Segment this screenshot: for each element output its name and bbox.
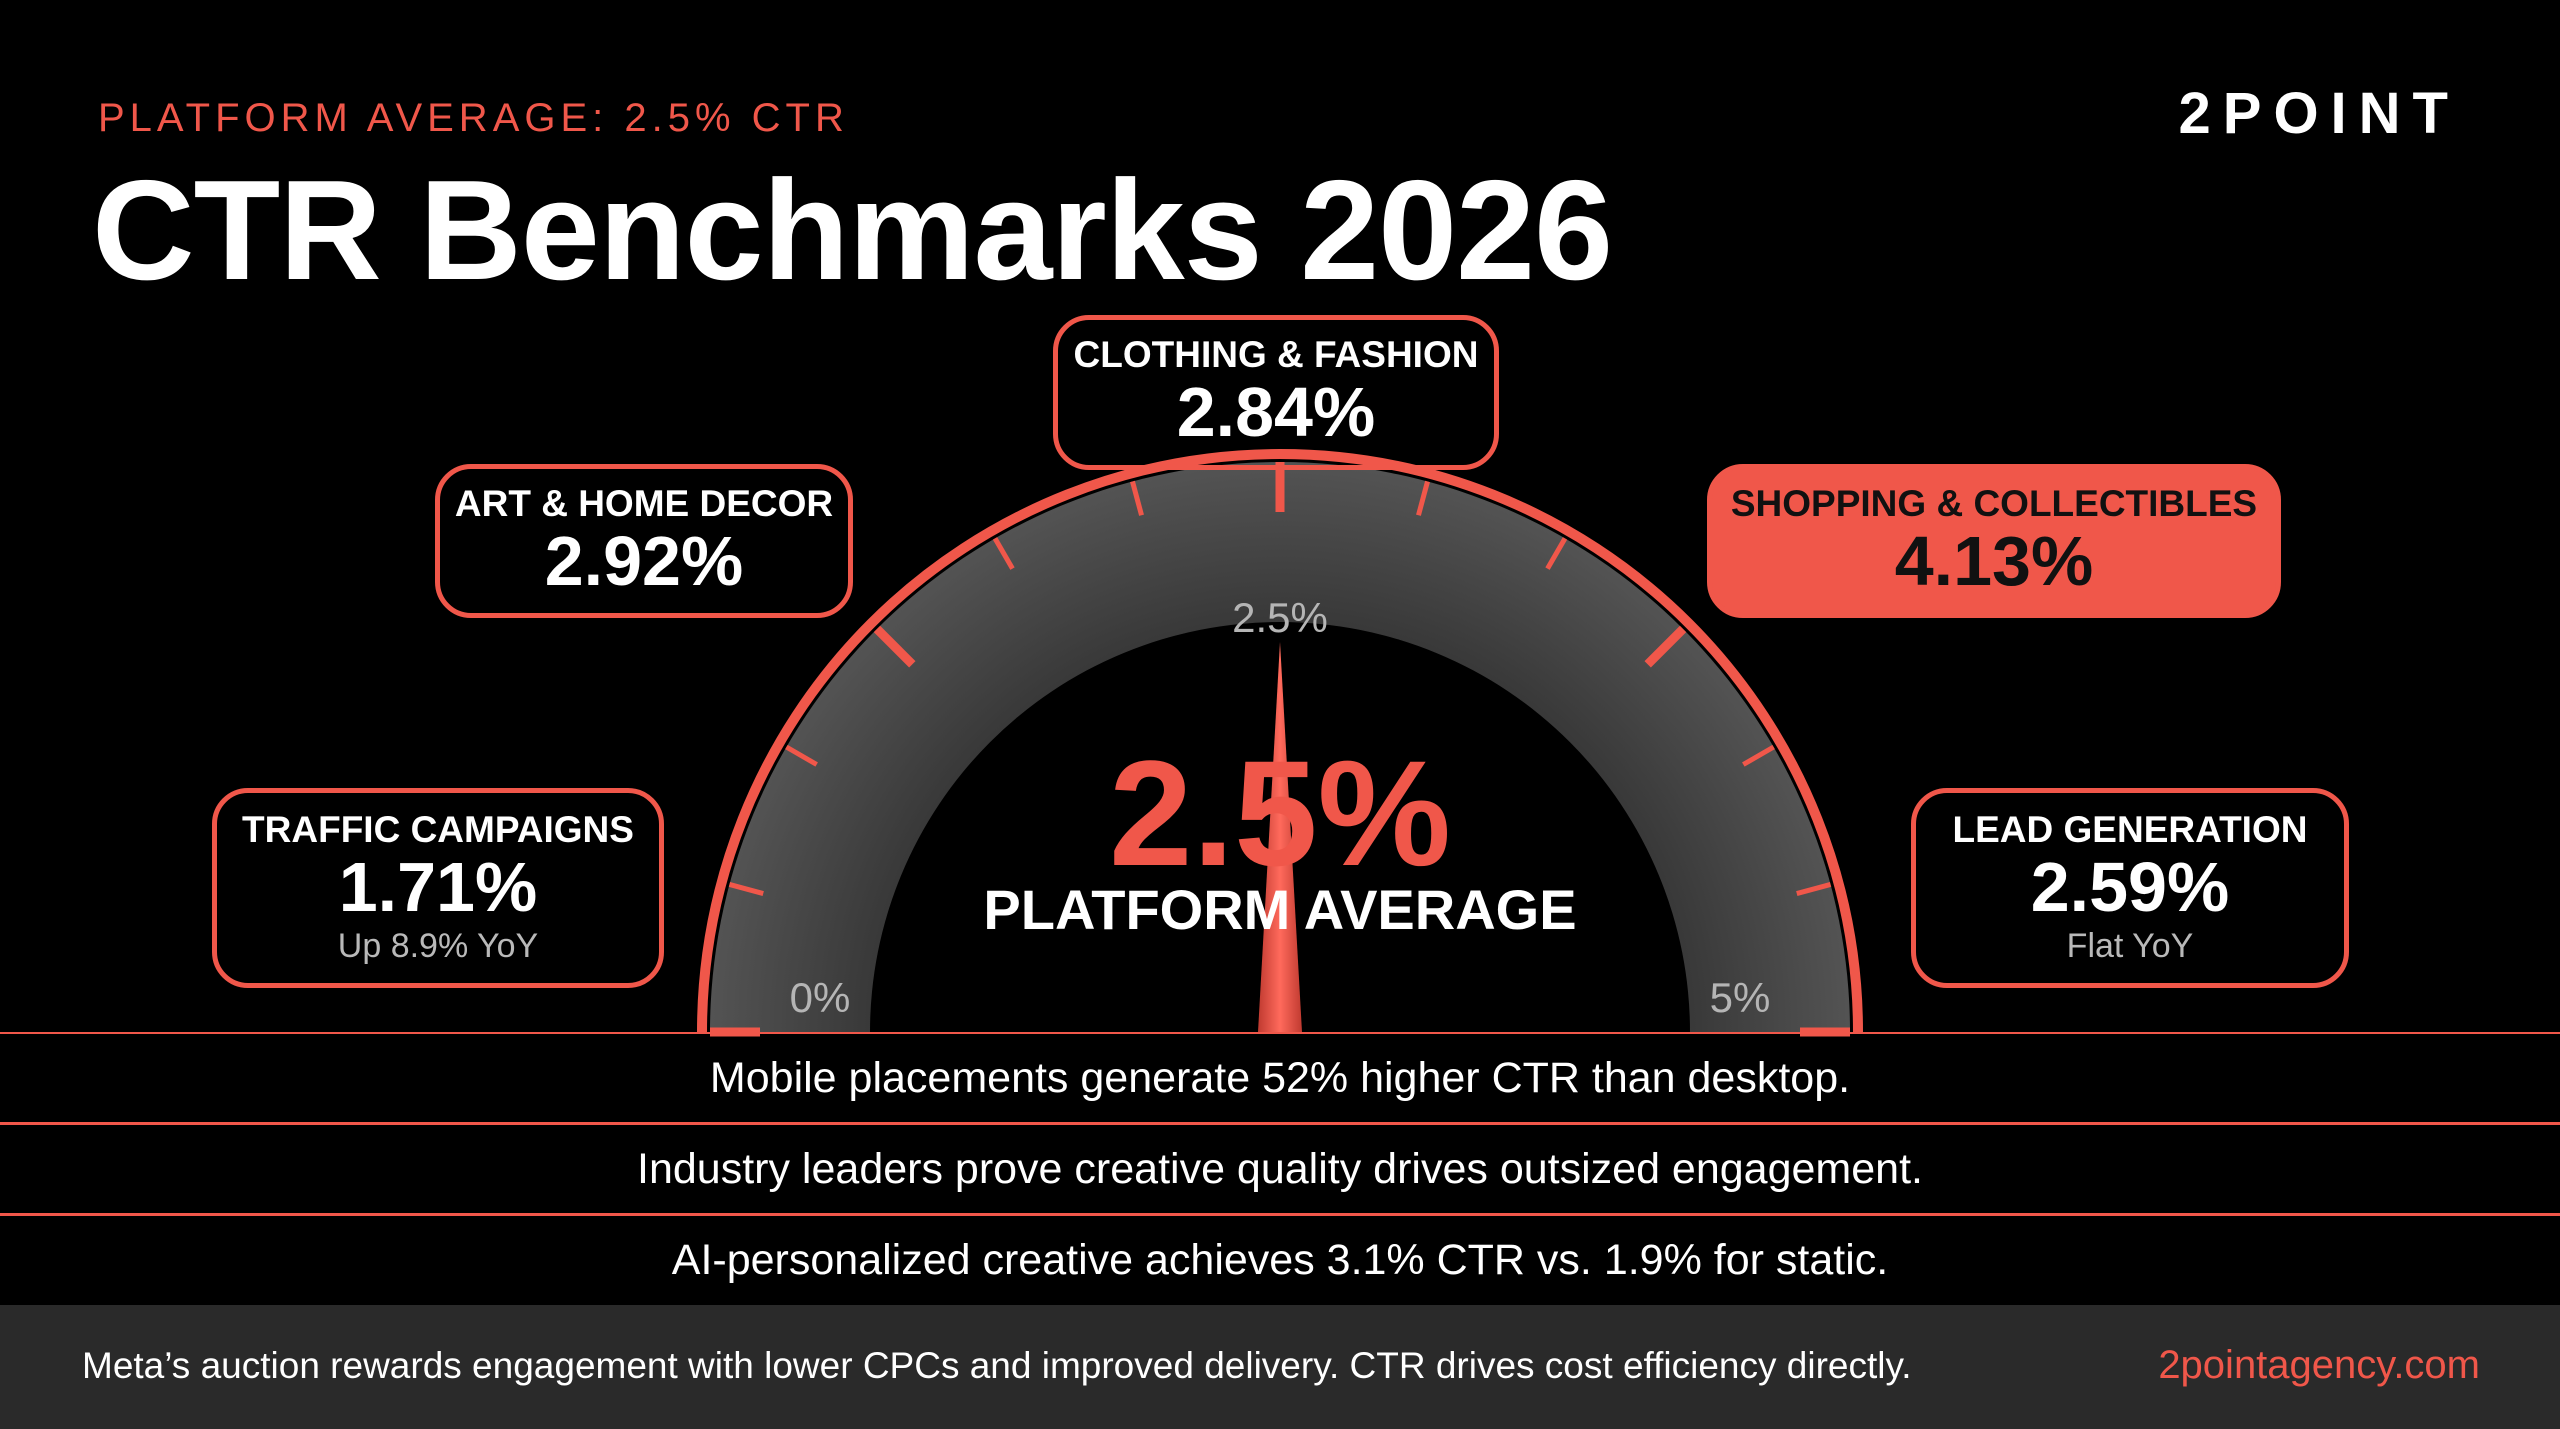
brand-logo: 2POINT <box>2178 81 2460 146</box>
insight-row: AI-personalized creative achieves 3.1% C… <box>671 1236 1889 1284</box>
card-value: 1.71% <box>338 848 538 927</box>
card-lead-generation: LEAD GENERATION 2.59% Flat YoY <box>1911 788 2349 988</box>
footer-bar: Meta’s auction rewards engagement with l… <box>0 1305 2560 1429</box>
gauge-tick <box>1796 882 1832 896</box>
gauge-needle <box>1258 642 1302 1032</box>
card-shopping-collectibles: SHOPPING & COLLECTIBLES 4.13% <box>1707 464 2281 618</box>
gauge-tick <box>1644 625 1687 668</box>
gauge-track <box>710 462 1850 1032</box>
gauge-tick <box>1742 744 1775 767</box>
gauge-tick <box>1545 537 1568 570</box>
gauge-tick <box>1416 480 1430 516</box>
gauge-center-label: PLATFORM AVERAGE <box>983 878 1577 941</box>
insight-row: Industry leaders prove creative quality … <box>0 1125 2560 1216</box>
gauge-center-value: 2.5% <box>1109 729 1451 897</box>
card-art-home-decor: ART & HOME DECOR 2.92% <box>435 464 853 618</box>
footer-text: Meta’s auction rewards engagement with l… <box>82 1345 1912 1386</box>
gauge-outer-rim <box>697 449 1863 1033</box>
platform-average-kicker: PLATFORM AVERAGE: 2.5% CTR <box>98 96 849 140</box>
gauge-tick-labels: 0% 2.5% 5% <box>790 594 1771 1021</box>
card-label: SHOPPING & COLLECTIBLES <box>1730 482 2258 524</box>
card-value: 2.59% <box>2030 848 2230 927</box>
card-value: 2.84% <box>1176 373 1376 452</box>
gauge-tick-label: 0% <box>790 974 851 1021</box>
gauge-tick <box>992 537 1015 570</box>
insight-row: Mobile placements generate 52% higher CT… <box>0 1034 2560 1125</box>
insights-list: Mobile placements generate 52% higher CT… <box>0 1032 2560 1304</box>
gauge-tick <box>785 744 818 767</box>
gauge-tick-label: 2.5% <box>1232 594 1328 641</box>
card-value: 2.92% <box>544 521 744 600</box>
gauge-tick <box>1130 480 1144 516</box>
card-label: LEAD GENERATION <box>1952 809 2308 851</box>
card-label: TRAFFIC CAMPAIGNS <box>242 809 634 851</box>
card-note: Up 8.9% YoY <box>337 926 539 965</box>
card-traffic-campaigns: TRAFFIC CAMPAIGNS 1.71% Up 8.9% YoY <box>212 788 664 988</box>
card-clothing-fashion: CLOTHING & FASHION 2.84% <box>1053 315 1499 470</box>
card-value: 4.13% <box>1894 521 2094 600</box>
card-label: ART & HOME DECOR <box>454 482 834 524</box>
gauge-tick <box>873 625 916 668</box>
page-title: CTR Benchmarks 2026 <box>92 151 1613 310</box>
gauge-tick <box>728 882 764 896</box>
card-label: CLOTHING & FASHION <box>1073 334 1479 376</box>
card-note: Flat YoY <box>2066 926 2194 965</box>
gauge-tick-label: 5% <box>1710 974 1771 1021</box>
footer-link[interactable]: 2pointagency.com <box>2158 1343 2480 1387</box>
